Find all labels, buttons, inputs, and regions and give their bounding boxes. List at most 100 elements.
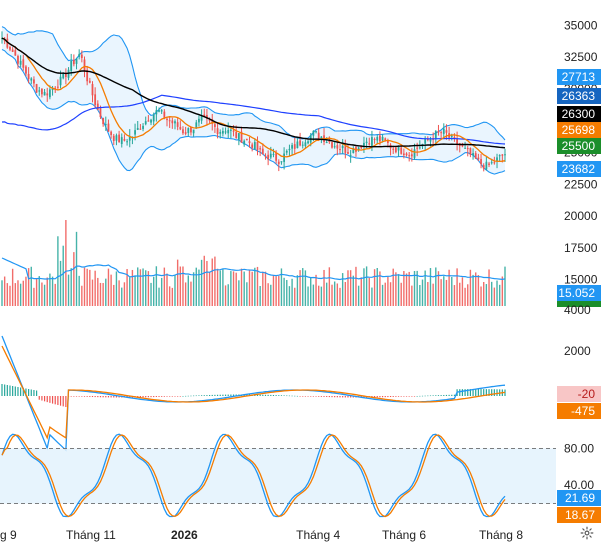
macd-bar xyxy=(105,396,107,398)
macd-bar xyxy=(493,389,495,396)
macd-bar xyxy=(171,396,173,397)
volume-bar xyxy=(451,276,453,306)
macd-bar xyxy=(33,390,35,396)
volume-bar xyxy=(222,268,224,306)
macd-bar xyxy=(83,396,86,397)
candle-body xyxy=(232,130,235,132)
macd-bar xyxy=(389,396,392,398)
volume-bar xyxy=(57,236,59,306)
volume-bar xyxy=(65,220,67,306)
macd-bar xyxy=(142,396,144,398)
volume-bar xyxy=(480,286,482,306)
volume-bar xyxy=(278,275,280,306)
macd-bar xyxy=(403,396,405,397)
candle-body xyxy=(64,72,67,77)
volume-bar xyxy=(240,268,243,306)
macd-bar xyxy=(177,396,179,397)
macd-bar xyxy=(150,396,152,398)
volume-bar xyxy=(166,273,168,306)
candle-body xyxy=(150,119,152,123)
macd-bar xyxy=(405,396,408,397)
candle-body xyxy=(464,147,466,149)
price-badge: 25698 xyxy=(562,123,596,137)
macd-bar xyxy=(491,389,493,396)
macd-bar xyxy=(392,396,394,397)
candle-body xyxy=(490,162,493,164)
candle-body xyxy=(288,148,291,151)
volume-bar xyxy=(254,267,256,306)
candle-body xyxy=(453,136,456,139)
volume-bar xyxy=(70,268,72,306)
volume-bar xyxy=(429,268,432,306)
candle-body xyxy=(147,120,150,122)
macd-bar xyxy=(38,396,40,400)
macd-bar xyxy=(256,394,259,396)
price-badge: 27713 xyxy=(562,70,596,84)
candle-body xyxy=(253,142,256,150)
volume-bar xyxy=(283,277,285,306)
volume-bar xyxy=(102,283,104,306)
macd-bar xyxy=(352,396,354,398)
volume-bar xyxy=(387,276,389,306)
macd-bar xyxy=(14,386,16,396)
macd-bar xyxy=(299,396,301,397)
macd-bar xyxy=(283,395,285,396)
macd-badge: -20 xyxy=(578,387,596,401)
volume-bar xyxy=(238,280,240,306)
candle-body xyxy=(477,157,480,160)
volume-bar xyxy=(211,258,213,306)
volume-bar xyxy=(174,275,176,306)
volume-bar xyxy=(246,282,248,306)
stoch-k-badge-bg xyxy=(557,490,601,506)
macd-bar xyxy=(73,396,75,397)
candle-body xyxy=(123,139,126,141)
volume-bar xyxy=(403,270,405,306)
volume-bar xyxy=(97,277,99,306)
macd-bar xyxy=(445,394,448,396)
volume-bar xyxy=(9,285,11,306)
macd-bar xyxy=(275,395,277,396)
candle-body xyxy=(43,91,46,96)
stoch-k-line xyxy=(1,433,506,518)
volume-bar xyxy=(419,285,421,306)
candle-body xyxy=(102,118,105,125)
volume-bar xyxy=(347,270,349,306)
candle-body xyxy=(168,120,171,122)
volume-bar xyxy=(110,274,112,306)
stoch-d-badge-bg xyxy=(557,507,601,523)
candle-body xyxy=(347,152,349,154)
macd-bar xyxy=(286,395,288,397)
volume-bar xyxy=(145,270,147,306)
candle-body xyxy=(41,88,43,95)
candle-body xyxy=(304,142,307,147)
price-badge-bg xyxy=(557,138,601,154)
candle-body xyxy=(25,66,27,74)
price-tick-label: 22500 xyxy=(564,177,598,191)
candle-body xyxy=(301,144,304,146)
macd-bar xyxy=(179,396,181,397)
macd-bar xyxy=(267,394,269,396)
macd-bar xyxy=(4,384,6,396)
macd-bar xyxy=(464,389,466,396)
macd-bar xyxy=(328,396,330,398)
stoch-d-line xyxy=(1,434,506,518)
volume-bar xyxy=(304,270,307,306)
macd-bar xyxy=(41,396,43,401)
volume-bar xyxy=(397,274,400,306)
volume-bar xyxy=(219,270,221,306)
macd-bar xyxy=(147,396,149,398)
volume-bar xyxy=(195,267,197,306)
macd-bar xyxy=(307,396,309,397)
volume-bar xyxy=(376,267,378,306)
volume-bar xyxy=(339,287,341,306)
macd-bar xyxy=(201,395,203,396)
macd-bar xyxy=(20,387,22,396)
macd-bar xyxy=(182,395,184,397)
settings-button[interactable] xyxy=(579,525,595,541)
macd-bar xyxy=(51,396,54,404)
macd-bar xyxy=(320,396,322,397)
macd-bar xyxy=(54,396,56,405)
volume-bar xyxy=(504,266,506,306)
candle-body xyxy=(91,84,94,96)
